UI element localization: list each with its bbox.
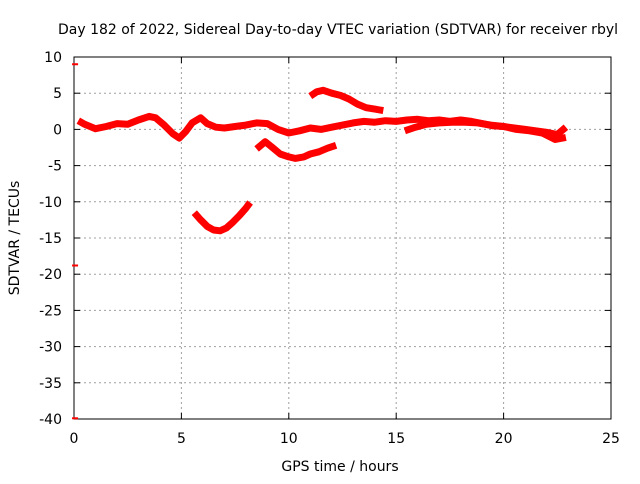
axis-ticks: 0 5 10 15 20 25 10 5 0 -5 -10 -15 -20 -25 -30 -35 -40	[39, 50, 620, 447]
x-axis-label: GPS time / hours	[281, 459, 398, 475]
x-tick-label: 25	[602, 431, 620, 447]
series-line-upper-arc	[308, 86, 384, 115]
y-tick-label: 0	[53, 122, 62, 138]
y-tick-label: 5	[53, 86, 62, 102]
y-tick-label: -5	[48, 159, 62, 175]
x-tick-label: 0	[70, 431, 79, 447]
series-line-lower-trough	[191, 200, 253, 235]
x-tick-label: 15	[387, 431, 405, 447]
y-tick-label: -40	[39, 412, 62, 428]
chart-title: Day 182 of 2022, Sidereal Day-to-day VTE…	[58, 22, 618, 38]
y-tick-label: -10	[39, 195, 62, 211]
y-tick-label: 10	[44, 50, 62, 66]
x-tick-label: 20	[495, 431, 513, 447]
x-tick-label: 5	[177, 431, 186, 447]
grid-lines	[74, 57, 611, 419]
series-line-right-branch	[403, 118, 567, 143]
y-tick-label: -25	[39, 303, 62, 319]
data-series	[72, 63, 569, 420]
y-tick-label: -20	[39, 267, 62, 283]
y-tick-label: -15	[39, 231, 62, 247]
series-line-middle-dip	[254, 138, 338, 162]
x-tick-label: 10	[280, 431, 298, 447]
y-tick-label: -35	[39, 376, 62, 392]
y-axis-label: SDTVAR / TECUs	[7, 181, 23, 296]
y-tick-label: -30	[39, 340, 62, 356]
